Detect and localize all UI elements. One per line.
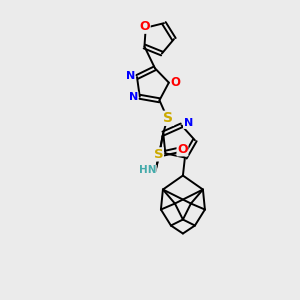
- Text: O: O: [140, 20, 150, 33]
- Text: N: N: [126, 71, 135, 81]
- Text: S: S: [154, 148, 164, 161]
- Text: N: N: [128, 92, 138, 102]
- Text: S: S: [164, 111, 173, 125]
- Text: HN: HN: [139, 165, 156, 175]
- Text: O: O: [177, 143, 188, 156]
- Text: N: N: [184, 118, 193, 128]
- Text: O: O: [171, 76, 181, 89]
